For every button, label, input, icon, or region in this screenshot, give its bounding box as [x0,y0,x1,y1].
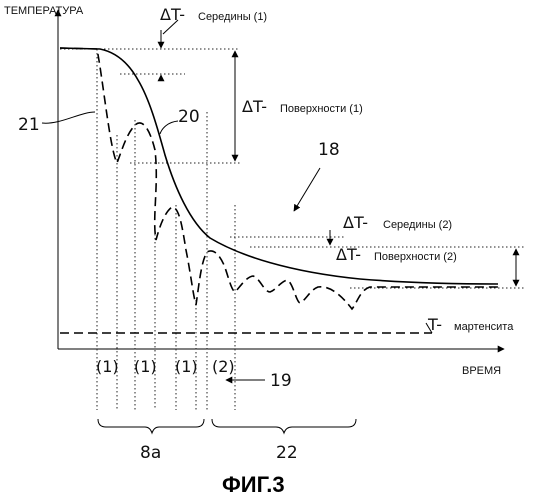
arrow-18 [294,168,320,211]
core-curve [60,48,498,284]
delta-symbol-core-2: ΔT- [343,213,368,232]
ref-20: 20 [178,107,200,127]
brace-22 [212,419,356,433]
phase-label-1c: (1) [175,357,198,376]
delta-symbol-core-1: ΔT- [160,5,185,24]
ref-18: 18 [318,140,340,160]
surface-curve [60,48,498,309]
figure-caption: ФИГ.3 [222,472,285,497]
x-axis-label: ВРЕМЯ [462,365,501,377]
phase-label-2: (2) [212,357,235,376]
leader-20 [160,121,178,134]
leader-21 [42,112,95,123]
delta-symbol-surface-1: ΔT- [242,97,267,116]
phase-label-1a: (1) [96,357,119,376]
y-axis-label: ТЕМПЕРАТУРА [4,5,84,17]
delta-symbol-surface-2: ΔT- [336,245,361,264]
core-delta-2-label: Середины (2) [383,219,452,231]
brace-8a [98,419,204,433]
ref-21: 21 [18,115,40,135]
ref-8a: 8a [140,443,161,463]
surface-delta-2-label: Поверхности (2) [374,251,457,263]
ref-22: 22 [276,443,298,463]
core-delta-1-label: Середины (1) [198,11,267,23]
ref-19: 19 [270,371,292,391]
phase-label-1b: (1) [134,357,157,376]
surface-delta-1-label: Поверхности (1) [280,103,363,115]
martensite-label: мартенсита [454,321,514,333]
martensite-symbol: T- [427,315,442,334]
